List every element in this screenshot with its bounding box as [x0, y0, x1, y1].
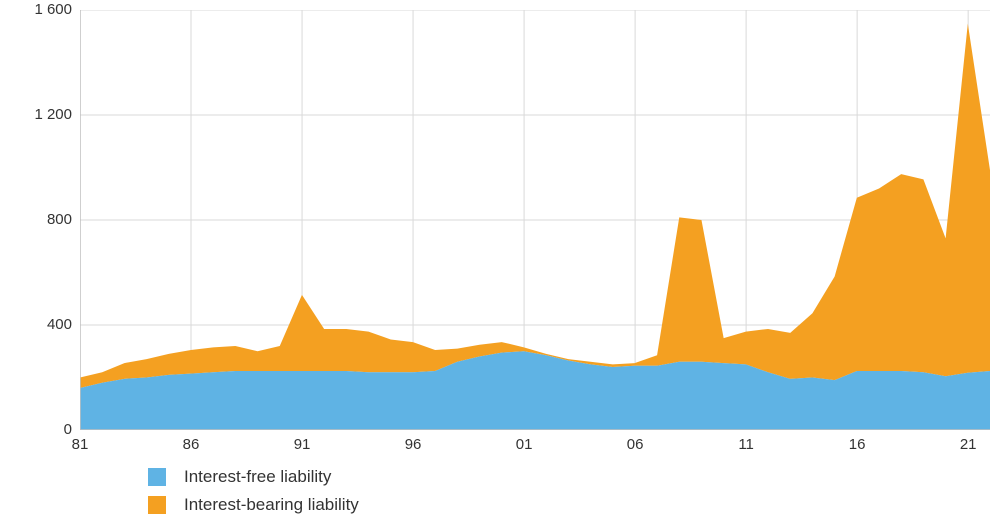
plot-area: [80, 10, 990, 430]
x-tick-label: 01: [516, 436, 533, 453]
y-tick-label: 800: [47, 211, 72, 228]
x-tick-label: 96: [405, 436, 422, 453]
x-tick-label: 91: [294, 436, 311, 453]
x-tick-label: 81: [72, 436, 89, 453]
legend-label: Interest-bearing liability: [184, 495, 359, 515]
legend-swatch: [148, 496, 166, 514]
legend-item: Interest-bearing liability: [148, 491, 359, 519]
x-tick-label: 11: [738, 436, 754, 453]
y-tick-label: 400: [47, 316, 72, 333]
x-tick-label: 16: [849, 436, 866, 453]
x-tick-label: 21: [960, 436, 977, 453]
legend-label: Interest-free liability: [184, 467, 331, 487]
legend-item: Interest-free liability: [148, 463, 359, 491]
legend: Interest-free liability Interest-bearing …: [148, 463, 359, 519]
x-tick-label: 86: [183, 436, 200, 453]
liability-area-chart: 04008001 2001 600 818691960106111621 Int…: [0, 0, 1000, 530]
x-tick-label: 06: [627, 436, 644, 453]
y-tick-label: 1 600: [34, 1, 72, 18]
y-tick-label: 1 200: [34, 106, 72, 123]
legend-swatch: [148, 468, 166, 486]
